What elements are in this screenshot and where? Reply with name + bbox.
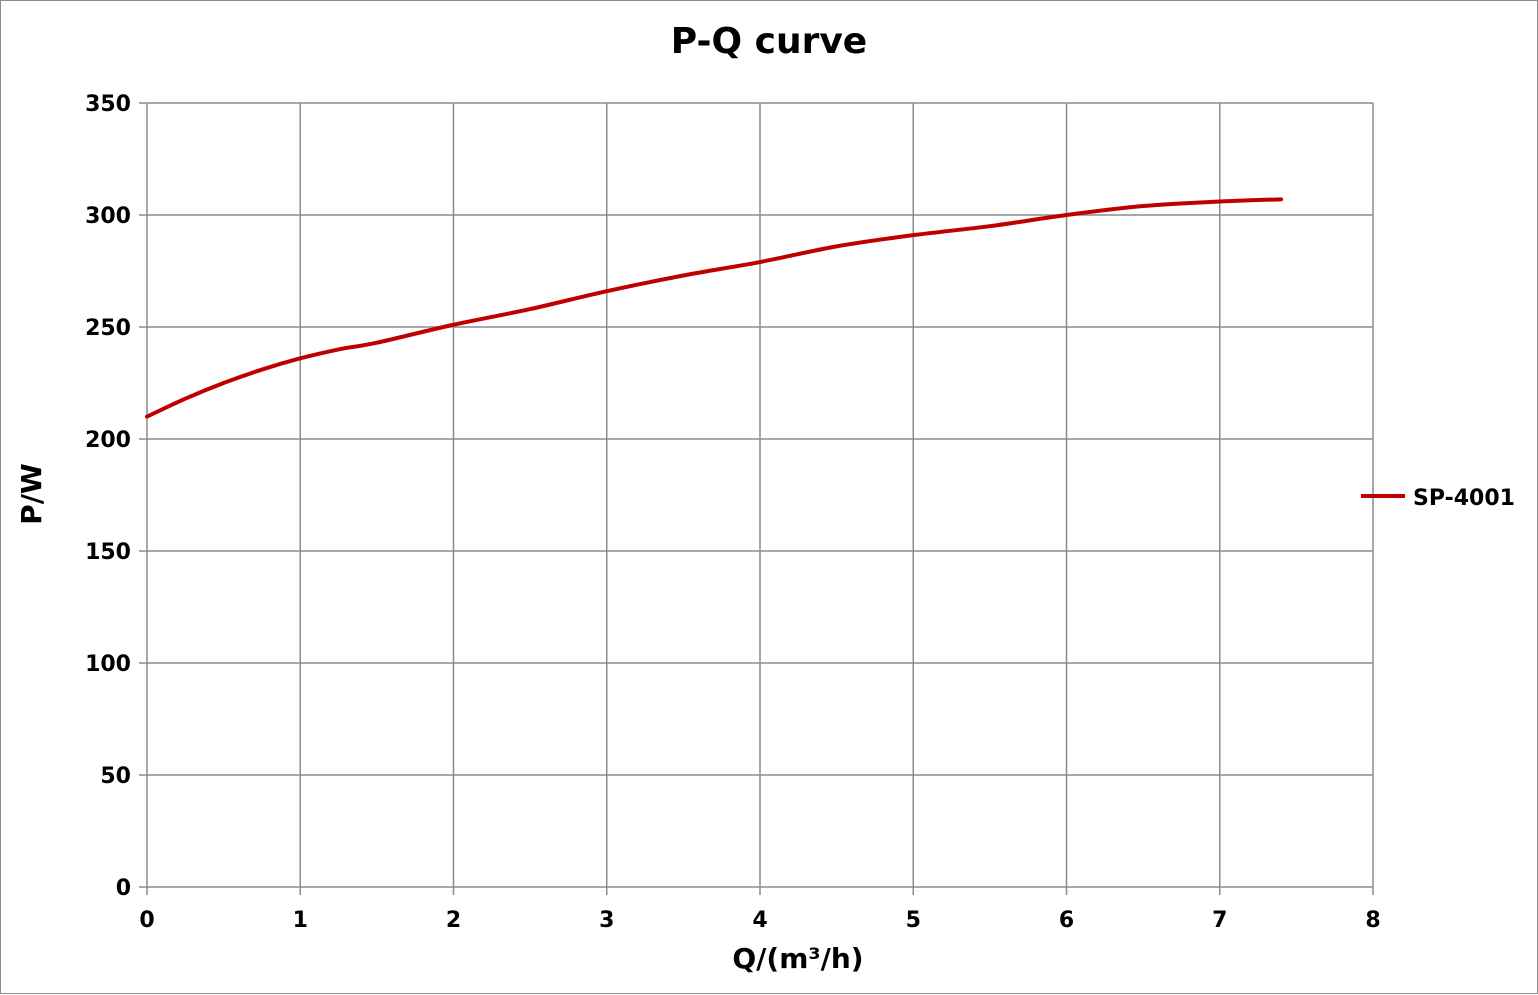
y-tick-label-100: 100 bbox=[85, 652, 131, 677]
x-tick-label-4: 4 bbox=[752, 908, 767, 933]
x-tick-label-5: 5 bbox=[906, 908, 921, 933]
grid bbox=[147, 102, 1374, 887]
axes bbox=[139, 102, 1374, 895]
y-tick-label-150: 150 bbox=[85, 540, 131, 565]
tick-labels: 0 50 100 150 200 250 300 350 0 1 2 3 4 5 6 7 8 bbox=[85, 92, 1381, 933]
y-tick-label-300: 300 bbox=[85, 204, 131, 229]
y-tick-label-0: 0 bbox=[116, 876, 131, 901]
series-lines bbox=[145, 197, 1284, 419]
x-tick-label-8: 8 bbox=[1365, 908, 1380, 933]
y-tick-label-200: 200 bbox=[85, 428, 131, 453]
y-axis-title: P/W bbox=[15, 463, 48, 525]
x-tick-label-6: 6 bbox=[1059, 908, 1074, 933]
x-tick-label-0: 0 bbox=[139, 908, 154, 933]
legend-label-sp-4001: SP-4001 bbox=[1413, 486, 1515, 511]
x-tick-label-1: 1 bbox=[293, 908, 308, 933]
y-tick-label-250: 250 bbox=[85, 316, 131, 341]
legend: SP-4001 bbox=[1361, 486, 1515, 511]
x-tick-label-3: 3 bbox=[599, 908, 614, 933]
y-tick-label-350: 350 bbox=[85, 92, 131, 117]
x-tick-label-2: 2 bbox=[446, 908, 461, 933]
x-tick-label-7: 7 bbox=[1212, 908, 1227, 933]
x-axis-title: Q/(m³/h) bbox=[732, 942, 863, 975]
chart-title: P-Q curve bbox=[671, 21, 867, 62]
y-tick-label-50: 50 bbox=[100, 764, 131, 789]
series-line-0 bbox=[145, 197, 1284, 419]
